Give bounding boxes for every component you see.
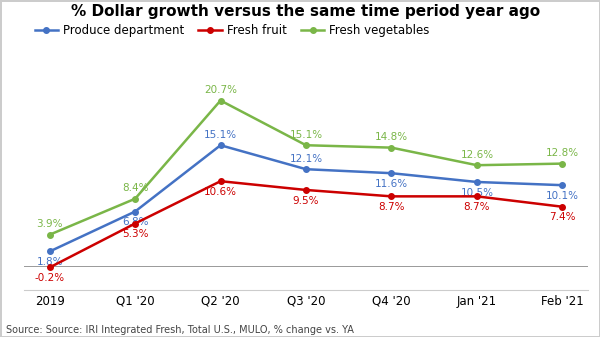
Produce department xyxy=(217,143,224,147)
Text: 14.8%: 14.8% xyxy=(375,132,408,142)
Fresh vegetables xyxy=(131,197,139,201)
Text: 6.8%: 6.8% xyxy=(122,217,148,227)
Text: 15.1%: 15.1% xyxy=(289,130,323,140)
Fresh fruit xyxy=(559,205,566,209)
Title: % Dollar growth versus the same time period year ago: % Dollar growth versus the same time per… xyxy=(71,4,541,19)
Text: 12.8%: 12.8% xyxy=(546,148,579,158)
Fresh fruit xyxy=(217,179,224,183)
Line: Produce department: Produce department xyxy=(47,143,565,254)
Text: Source: Source: IRI Integrated Fresh, Total U.S., MULO, % change vs. YA: Source: Source: IRI Integrated Fresh, To… xyxy=(6,325,354,335)
Text: 5.3%: 5.3% xyxy=(122,229,148,239)
Text: 11.6%: 11.6% xyxy=(375,179,408,189)
Line: Fresh vegetables: Fresh vegetables xyxy=(47,98,565,238)
Fresh fruit xyxy=(302,188,310,192)
Text: 20.7%: 20.7% xyxy=(204,85,237,95)
Text: 9.5%: 9.5% xyxy=(293,195,319,206)
Produce department xyxy=(46,249,53,253)
Text: 8.7%: 8.7% xyxy=(464,202,490,212)
Produce department xyxy=(388,171,395,175)
Fresh fruit xyxy=(131,221,139,225)
Produce department xyxy=(559,183,566,187)
Text: 12.1%: 12.1% xyxy=(289,154,323,164)
Text: 1.8%: 1.8% xyxy=(37,257,63,267)
Legend: Produce department, Fresh fruit, Fresh vegetables: Produce department, Fresh fruit, Fresh v… xyxy=(30,20,434,42)
Fresh vegetables xyxy=(388,146,395,150)
Fresh fruit xyxy=(388,194,395,198)
Fresh vegetables xyxy=(302,143,310,147)
Produce department xyxy=(302,167,310,171)
Fresh vegetables xyxy=(217,98,224,102)
Text: 12.6%: 12.6% xyxy=(460,150,493,160)
Fresh vegetables xyxy=(473,163,481,167)
Produce department xyxy=(131,210,139,214)
Text: 8.7%: 8.7% xyxy=(378,202,405,212)
Fresh vegetables xyxy=(46,233,53,237)
Text: 15.1%: 15.1% xyxy=(204,130,237,140)
Line: Fresh fruit: Fresh fruit xyxy=(47,178,565,270)
Text: -0.2%: -0.2% xyxy=(35,273,65,283)
Text: 10.1%: 10.1% xyxy=(546,191,579,201)
Text: 8.4%: 8.4% xyxy=(122,183,148,193)
Fresh vegetables xyxy=(559,161,566,165)
Fresh fruit xyxy=(473,194,481,198)
Produce department xyxy=(473,180,481,184)
Text: 3.9%: 3.9% xyxy=(37,219,63,229)
Text: 7.4%: 7.4% xyxy=(549,212,575,222)
Fresh fruit xyxy=(46,266,53,270)
Text: 10.6%: 10.6% xyxy=(204,187,237,197)
Text: 10.5%: 10.5% xyxy=(460,187,493,197)
